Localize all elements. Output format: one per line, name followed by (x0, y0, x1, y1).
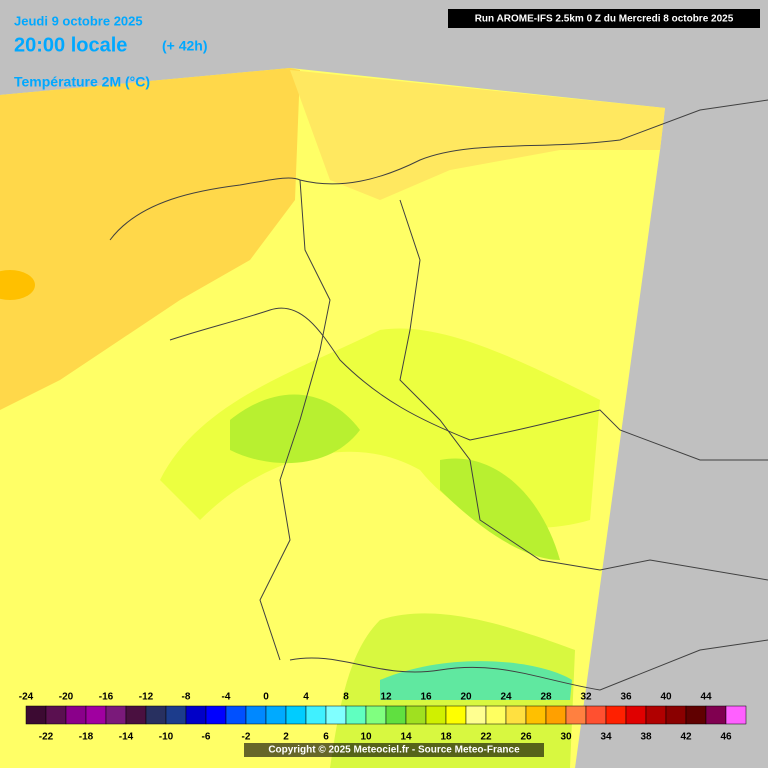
legend-swatch (305, 705, 327, 725)
legend-label: -4 (222, 692, 231, 703)
lead-time: (+ 42h) (162, 38, 208, 54)
legend-label: 16 (420, 692, 432, 703)
legend-label: 40 (660, 692, 672, 703)
legend-swatch (25, 705, 47, 725)
warm-area (0, 68, 300, 410)
legend-label: 46 (720, 732, 732, 743)
cool-area (230, 394, 360, 464)
legend-swatch (385, 705, 407, 725)
legend-swatch (725, 705, 747, 725)
legend-label: 30 (560, 732, 572, 743)
legend-swatch (65, 705, 87, 725)
legend-swatch (705, 705, 727, 725)
legend-swatch (365, 705, 387, 725)
legend-swatch (685, 705, 707, 725)
legend-label: 12 (380, 692, 392, 703)
legend-swatch (405, 705, 427, 725)
cool-area (440, 458, 560, 560)
legend-label: 42 (680, 732, 692, 743)
legend-swatch (165, 705, 187, 725)
legend: -24-22-20-18-16-14-12-10-8-6-4-202468101… (19, 692, 747, 743)
forecast-date: Jeudi 9 octobre 2025 (14, 13, 143, 28)
copyright-box (244, 743, 544, 757)
legend-label: 26 (520, 732, 532, 743)
variable-name: Température 2M (°C) (14, 74, 150, 90)
legend-swatch (565, 705, 587, 725)
legend-swatch (185, 705, 207, 725)
legend-label: 20 (460, 692, 472, 703)
legend-label: 22 (480, 732, 492, 743)
legend-label: -22 (39, 732, 54, 743)
legend-label: -2 (242, 732, 251, 743)
legend-swatch (605, 705, 627, 725)
legend-swatch (145, 705, 167, 725)
legend-swatch (625, 705, 647, 725)
legend-swatch (525, 705, 547, 725)
legend-label: 4 (303, 692, 309, 703)
forecast-time: 20:00 locale (14, 34, 127, 56)
legend-swatch (585, 705, 607, 725)
warm-area (290, 70, 665, 200)
legend-label: 36 (620, 692, 632, 703)
run-info: Run AROME-IFS 2.5km 0 Z du Mercredi 8 oc… (475, 14, 734, 25)
legend-swatch (445, 705, 467, 725)
legend-swatch (45, 705, 67, 725)
legend-swatch (545, 705, 567, 725)
warm-spot (0, 270, 35, 300)
legend-label: 14 (400, 732, 412, 743)
legend-swatch (665, 705, 687, 725)
legend-label: -16 (99, 692, 114, 703)
legend-swatch (345, 705, 367, 725)
legend-label: 10 (360, 732, 372, 743)
legend-swatch (265, 705, 287, 725)
legend-label: -14 (119, 732, 134, 743)
legend-label: -18 (79, 732, 94, 743)
legend-label: 38 (640, 732, 652, 743)
legend-label: -12 (139, 692, 154, 703)
legend-label: 28 (540, 692, 552, 703)
legend-swatch (245, 705, 267, 725)
legend-swatch (205, 705, 227, 725)
legend-label: -20 (59, 692, 74, 703)
legend-swatch (465, 705, 487, 725)
alps (380, 661, 572, 700)
legend-label: 34 (600, 732, 612, 743)
legend-swatch (485, 705, 507, 725)
legend-swatch (125, 705, 147, 725)
legend-swatch (645, 705, 667, 725)
legend-swatch (225, 705, 247, 725)
legend-label: 0 (263, 692, 269, 703)
legend-label: 6 (323, 732, 329, 743)
legend-label: 32 (580, 692, 592, 703)
run-info-box (448, 9, 760, 28)
legend-swatch (425, 705, 447, 725)
legend-swatch (285, 705, 307, 725)
legend-swatch (85, 705, 107, 725)
legend-label: -10 (159, 732, 174, 743)
legend-label: 18 (440, 732, 452, 743)
legend-label: 8 (343, 692, 349, 703)
legend-swatch (105, 705, 127, 725)
legend-swatch (325, 705, 347, 725)
legend-label: 44 (700, 692, 712, 703)
legend-label: -6 (202, 732, 211, 743)
legend-swatch (505, 705, 527, 725)
legend-label: 2 (283, 732, 289, 743)
legend-label: -24 (19, 692, 34, 703)
copyright: Copyright © 2025 Meteociel.fr - Source M… (268, 745, 520, 756)
legend-label: -8 (182, 692, 191, 703)
borders (109, 99, 768, 691)
legend-label: 24 (500, 692, 512, 703)
